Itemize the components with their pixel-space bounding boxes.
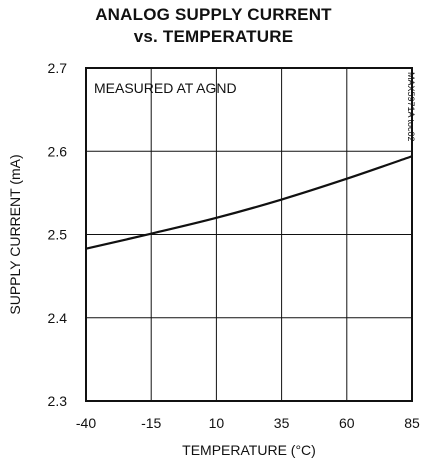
x-tick-label: 10: [209, 415, 225, 431]
annotation-label: MEASURED AT AGND: [94, 80, 237, 96]
plot-frame: [85, 67, 413, 402]
chart-subtitle: vs. TEMPERATURE: [133, 27, 294, 46]
series-line: [85, 155, 413, 250]
chart-title: ANALOG SUPPLY CURRENT: [95, 5, 332, 24]
y-tick-label: 2.5: [48, 227, 68, 243]
grid-lines: [86, 68, 412, 401]
x-axis-label: TEMPERATURE (°C): [182, 442, 316, 458]
y-tick-label: 2.4: [48, 310, 68, 326]
x-tick-label: 35: [274, 415, 290, 431]
figure-code: MAX5971A toc02: [406, 72, 416, 142]
y-tick-labels: 2.3 2.4 2.5 2.6 2.7: [48, 60, 68, 409]
x-tick-label: 60: [339, 415, 355, 431]
x-tick-label: 85: [404, 415, 420, 431]
y-tick-label: 2.3: [48, 393, 68, 409]
y-tick-label: 2.7: [48, 60, 68, 76]
x-tick-label: -40: [76, 415, 96, 431]
y-tick-label: 2.6: [48, 143, 68, 159]
y-axis-label: SUPPLY CURRENT (mA): [7, 154, 23, 314]
x-tick-labels: -40 -15 10 35 60 85: [76, 415, 420, 431]
x-tick-label: -15: [141, 415, 161, 431]
